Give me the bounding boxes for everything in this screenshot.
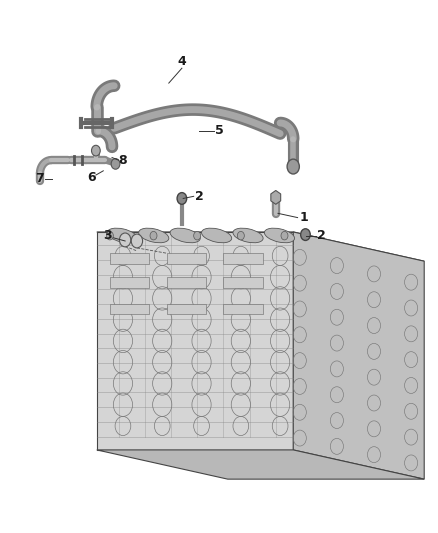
Circle shape [194,231,201,240]
Circle shape [111,159,120,169]
Ellipse shape [107,228,138,243]
Circle shape [177,192,187,204]
FancyBboxPatch shape [110,253,149,264]
Text: 7: 7 [35,172,44,185]
FancyBboxPatch shape [223,277,263,288]
Ellipse shape [201,228,232,243]
Text: 1: 1 [300,211,308,224]
Circle shape [287,159,299,174]
FancyBboxPatch shape [166,304,206,314]
Circle shape [131,234,143,248]
Circle shape [106,231,113,240]
FancyBboxPatch shape [223,304,263,314]
Ellipse shape [170,228,200,243]
Text: 3: 3 [103,229,112,242]
Polygon shape [97,232,424,261]
Polygon shape [97,232,293,450]
Ellipse shape [265,228,294,243]
FancyBboxPatch shape [166,277,206,288]
Circle shape [281,231,288,240]
FancyBboxPatch shape [223,253,263,264]
Text: 4: 4 [177,55,186,68]
Circle shape [120,233,131,247]
Ellipse shape [233,228,263,243]
Text: 2: 2 [317,229,326,242]
Text: 2: 2 [195,190,204,203]
Ellipse shape [139,228,169,243]
Circle shape [237,231,244,240]
Circle shape [300,229,310,240]
Text: 8: 8 [119,154,127,167]
Circle shape [150,231,157,240]
FancyBboxPatch shape [166,253,206,264]
Text: 6: 6 [87,171,96,184]
Polygon shape [97,450,424,479]
Polygon shape [293,232,424,479]
FancyBboxPatch shape [110,277,149,288]
FancyBboxPatch shape [110,304,149,314]
Text: 5: 5 [215,124,223,138]
Circle shape [92,146,100,156]
